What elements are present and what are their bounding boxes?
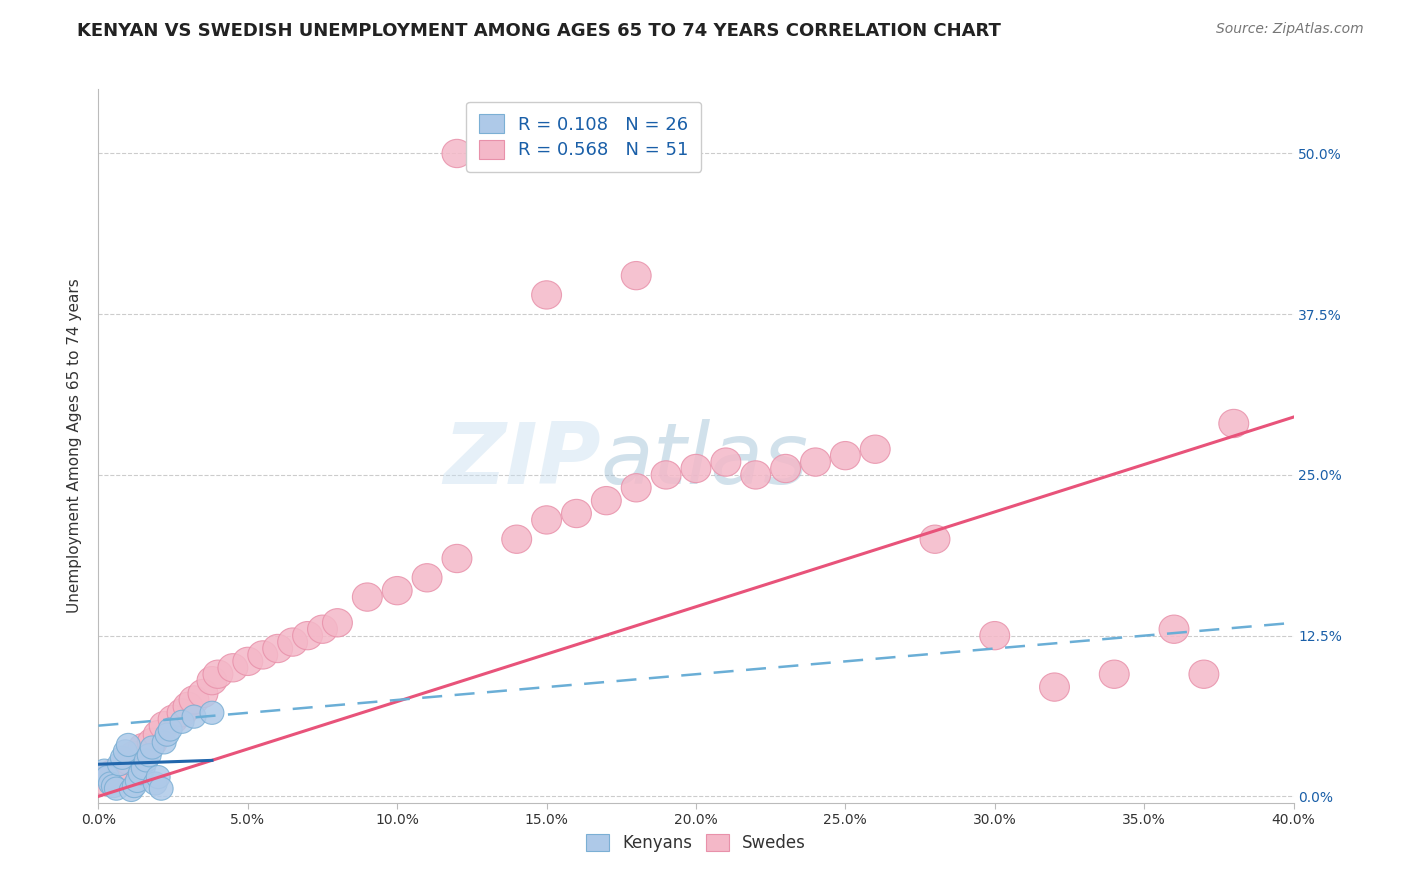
Ellipse shape <box>1189 660 1219 689</box>
Ellipse shape <box>322 608 353 637</box>
Ellipse shape <box>353 583 382 611</box>
Text: atlas: atlas <box>600 418 808 502</box>
Ellipse shape <box>188 680 218 707</box>
Ellipse shape <box>120 741 149 770</box>
Ellipse shape <box>90 767 120 795</box>
Ellipse shape <box>531 506 561 534</box>
Ellipse shape <box>170 710 194 733</box>
Ellipse shape <box>621 474 651 502</box>
Ellipse shape <box>292 622 322 649</box>
Ellipse shape <box>149 777 173 800</box>
Ellipse shape <box>159 718 183 741</box>
Ellipse shape <box>143 721 173 748</box>
Ellipse shape <box>800 448 831 476</box>
Ellipse shape <box>135 748 159 772</box>
Ellipse shape <box>120 779 143 802</box>
Ellipse shape <box>93 759 117 782</box>
Ellipse shape <box>980 622 1010 649</box>
Ellipse shape <box>98 772 122 795</box>
Ellipse shape <box>711 448 741 476</box>
Ellipse shape <box>179 686 209 714</box>
Ellipse shape <box>218 654 247 682</box>
Ellipse shape <box>114 747 143 774</box>
Ellipse shape <box>1159 615 1189 643</box>
Ellipse shape <box>412 564 441 592</box>
Ellipse shape <box>96 765 120 789</box>
Ellipse shape <box>860 435 890 463</box>
Ellipse shape <box>263 634 292 663</box>
Ellipse shape <box>681 454 711 483</box>
Ellipse shape <box>1039 673 1070 701</box>
Ellipse shape <box>770 454 800 483</box>
Ellipse shape <box>117 733 141 756</box>
Ellipse shape <box>1099 660 1129 689</box>
Ellipse shape <box>651 461 681 489</box>
Ellipse shape <box>104 777 128 800</box>
Text: Source: ZipAtlas.com: Source: ZipAtlas.com <box>1216 22 1364 37</box>
Ellipse shape <box>149 712 179 739</box>
Ellipse shape <box>101 774 125 797</box>
Ellipse shape <box>202 660 233 689</box>
Y-axis label: Unemployment Among Ages 65 to 74 years: Unemployment Among Ages 65 to 74 years <box>67 278 83 614</box>
Ellipse shape <box>152 731 176 754</box>
Ellipse shape <box>114 739 138 763</box>
Ellipse shape <box>155 723 179 747</box>
Ellipse shape <box>197 666 226 695</box>
Ellipse shape <box>278 628 308 657</box>
Ellipse shape <box>247 640 278 669</box>
Ellipse shape <box>167 698 197 727</box>
Ellipse shape <box>159 705 188 733</box>
Ellipse shape <box>128 733 159 762</box>
Ellipse shape <box>308 615 337 643</box>
Ellipse shape <box>382 576 412 605</box>
Ellipse shape <box>131 756 155 780</box>
Ellipse shape <box>592 486 621 515</box>
Ellipse shape <box>561 500 592 528</box>
Ellipse shape <box>146 765 170 789</box>
Ellipse shape <box>98 759 128 788</box>
Ellipse shape <box>111 747 135 770</box>
Ellipse shape <box>125 770 149 792</box>
Ellipse shape <box>200 701 224 724</box>
Ellipse shape <box>920 525 950 553</box>
Ellipse shape <box>107 753 131 776</box>
Ellipse shape <box>502 525 531 553</box>
Ellipse shape <box>233 648 263 675</box>
Ellipse shape <box>141 736 165 759</box>
Text: KENYAN VS SWEDISH UNEMPLOYMENT AMONG AGES 65 TO 74 YEARS CORRELATION CHART: KENYAN VS SWEDISH UNEMPLOYMENT AMONG AGE… <box>77 22 1001 40</box>
Ellipse shape <box>831 442 860 470</box>
Ellipse shape <box>128 762 152 785</box>
Ellipse shape <box>1219 409 1249 438</box>
Ellipse shape <box>741 461 770 489</box>
Ellipse shape <box>107 754 138 782</box>
Ellipse shape <box>143 772 167 795</box>
Ellipse shape <box>138 744 162 767</box>
Ellipse shape <box>183 705 207 728</box>
Text: ZIP: ZIP <box>443 418 600 502</box>
Ellipse shape <box>441 544 472 573</box>
Legend: Kenyans, Swedes: Kenyans, Swedes <box>572 821 820 866</box>
Ellipse shape <box>122 774 146 797</box>
Ellipse shape <box>621 261 651 290</box>
Ellipse shape <box>138 728 167 756</box>
Ellipse shape <box>173 692 202 721</box>
Ellipse shape <box>441 139 472 168</box>
Ellipse shape <box>531 281 561 309</box>
